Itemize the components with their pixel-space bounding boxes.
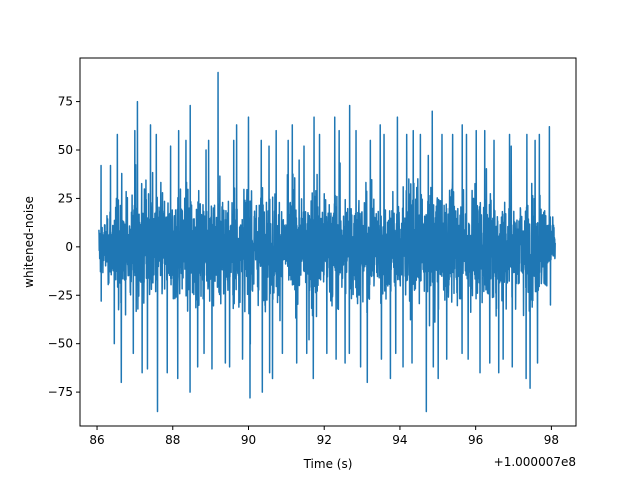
plot-frame <box>79 57 577 427</box>
x-tick-label: 96 <box>468 433 483 447</box>
x-axis-offset-label: +1.000007e8 <box>494 455 576 469</box>
y-axis-label: whitened-noise <box>22 196 36 288</box>
y-tick-label: −75 <box>48 385 73 399</box>
x-tick-label: 90 <box>241 433 256 447</box>
x-tick-label: 94 <box>392 433 407 447</box>
x-tick-label: 86 <box>89 433 104 447</box>
plot-area <box>98 71 556 413</box>
x-axis: 86 88 90 92 94 96 98 <box>89 426 559 447</box>
y-tick-label: −50 <box>48 337 73 351</box>
y-tick-label: 0 <box>65 240 73 254</box>
y-tick-label: 75 <box>58 95 73 109</box>
noise-series-line <box>98 71 556 413</box>
y-tick-label: −25 <box>48 288 73 302</box>
y-tick-label: 50 <box>58 143 73 157</box>
x-tick-label: 98 <box>544 433 559 447</box>
y-axis: −75 −50 −25 0 25 50 75 <box>48 95 80 399</box>
x-tick-label: 92 <box>317 433 332 447</box>
y-tick-label: 25 <box>58 191 73 205</box>
x-axis-label: Time (s) <box>303 457 353 471</box>
x-tick-label: 88 <box>165 433 180 447</box>
